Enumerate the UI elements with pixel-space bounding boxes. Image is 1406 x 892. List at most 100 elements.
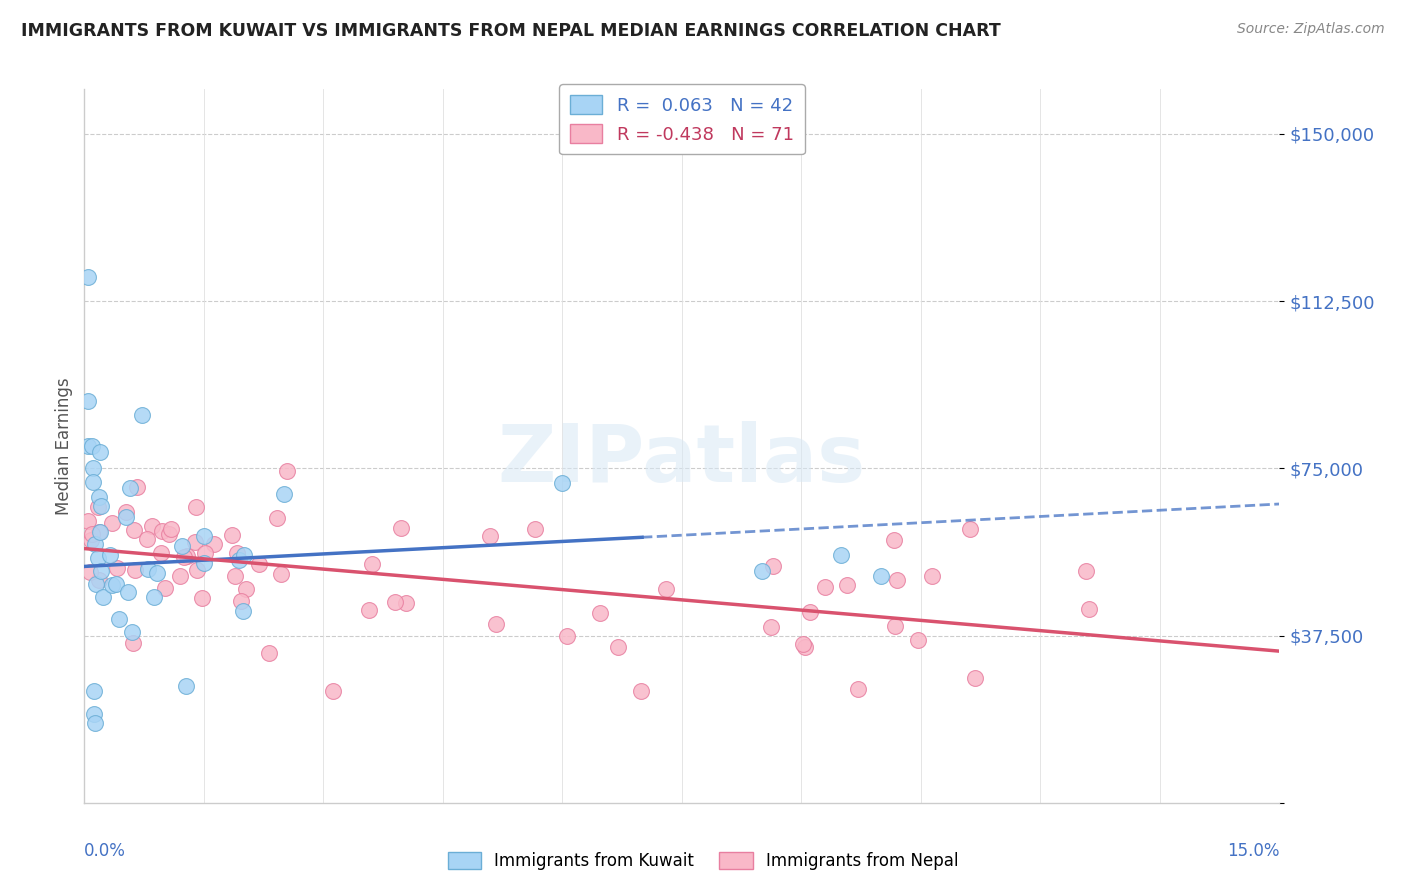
Point	[150, 546, 173, 560]
Point	[762, 559, 785, 574]
Point	[172, 539, 194, 553]
Point	[87, 524, 110, 539]
Point	[191, 591, 214, 606]
Text: ZIPatlas: ZIPatlas	[498, 421, 866, 500]
Point	[226, 546, 249, 560]
Point	[630, 684, 652, 698]
Point	[921, 569, 943, 583]
Text: IMMIGRANTS FROM KUWAIT VS IMMIGRANTS FROM NEPAL MEDIAN EARNINGS CORRELATION CHAR: IMMIGRANTS FROM KUWAIT VS IMMIGRANTS FRO…	[21, 22, 1001, 40]
Point	[90, 499, 112, 513]
Point	[87, 500, 110, 515]
Point	[1077, 601, 1099, 615]
Point	[100, 516, 122, 530]
Point	[174, 679, 197, 693]
Point	[105, 560, 128, 574]
Point	[142, 590, 165, 604]
Point	[82, 527, 104, 541]
Point	[247, 557, 270, 571]
Point	[82, 461, 104, 475]
Text: Source: ZipAtlas.com: Source: ZipAtlas.com	[1237, 22, 1385, 37]
Point	[202, 537, 225, 551]
Point	[846, 682, 869, 697]
Point	[184, 535, 207, 549]
Point	[389, 521, 412, 535]
Point	[485, 617, 508, 632]
Point	[118, 481, 141, 495]
Point	[127, 480, 149, 494]
Point	[837, 578, 859, 592]
Point	[814, 580, 837, 594]
Point	[121, 624, 143, 639]
Legend: Immigrants from Kuwait, Immigrants from Nepal: Immigrants from Kuwait, Immigrants from …	[441, 845, 965, 877]
Point	[1076, 564, 1098, 578]
Point	[124, 563, 146, 577]
Point	[883, 619, 905, 633]
Point	[77, 269, 100, 284]
Point	[80, 439, 103, 453]
Point	[83, 706, 105, 721]
Point	[799, 605, 821, 619]
Point	[101, 578, 124, 592]
Point	[90, 564, 112, 578]
Point	[77, 394, 100, 409]
Point	[89, 525, 111, 540]
Point	[169, 568, 191, 582]
Point	[384, 595, 406, 609]
Point	[361, 557, 384, 571]
Legend: R =  0.063   N = 42, R = -0.438   N = 71: R = 0.063 N = 42, R = -0.438 N = 71	[560, 84, 804, 154]
Point	[257, 646, 280, 660]
Point	[792, 637, 814, 651]
Point	[91, 590, 114, 604]
Point	[273, 486, 295, 500]
Point	[186, 500, 208, 514]
Point	[98, 548, 121, 562]
Point	[524, 523, 547, 537]
Point	[886, 573, 908, 587]
Point	[105, 577, 128, 591]
Point	[89, 445, 111, 459]
Point	[959, 522, 981, 536]
Point	[77, 514, 100, 528]
Point	[232, 548, 254, 562]
Point	[77, 439, 100, 453]
Point	[145, 566, 167, 580]
Point	[80, 533, 103, 547]
Point	[322, 684, 344, 698]
Point	[108, 612, 131, 626]
Point	[655, 582, 678, 596]
Point	[221, 527, 243, 541]
Point	[159, 522, 181, 536]
Point	[194, 546, 217, 560]
Point	[224, 569, 246, 583]
Point	[229, 594, 252, 608]
Point	[136, 532, 159, 546]
Point	[176, 549, 198, 563]
Point	[117, 585, 139, 599]
Point	[193, 529, 215, 543]
Point	[141, 519, 163, 533]
Point	[607, 640, 630, 655]
Point	[82, 475, 104, 489]
Point	[478, 529, 501, 543]
Point	[157, 527, 180, 541]
Point	[870, 569, 893, 583]
Point	[186, 563, 208, 577]
Point	[87, 574, 110, 588]
Point	[557, 630, 579, 644]
Point	[89, 490, 111, 504]
Point	[173, 550, 195, 565]
Point	[751, 564, 773, 578]
Point	[131, 408, 153, 422]
Point	[761, 619, 783, 633]
Point	[86, 576, 108, 591]
Point	[138, 562, 160, 576]
Text: 15.0%: 15.0%	[1227, 842, 1279, 860]
Point	[830, 548, 852, 562]
Point	[155, 582, 177, 596]
Point	[276, 464, 298, 478]
Point	[84, 536, 107, 550]
Point	[87, 551, 110, 566]
Point	[150, 524, 173, 539]
Point	[114, 510, 136, 524]
Point	[84, 715, 107, 730]
